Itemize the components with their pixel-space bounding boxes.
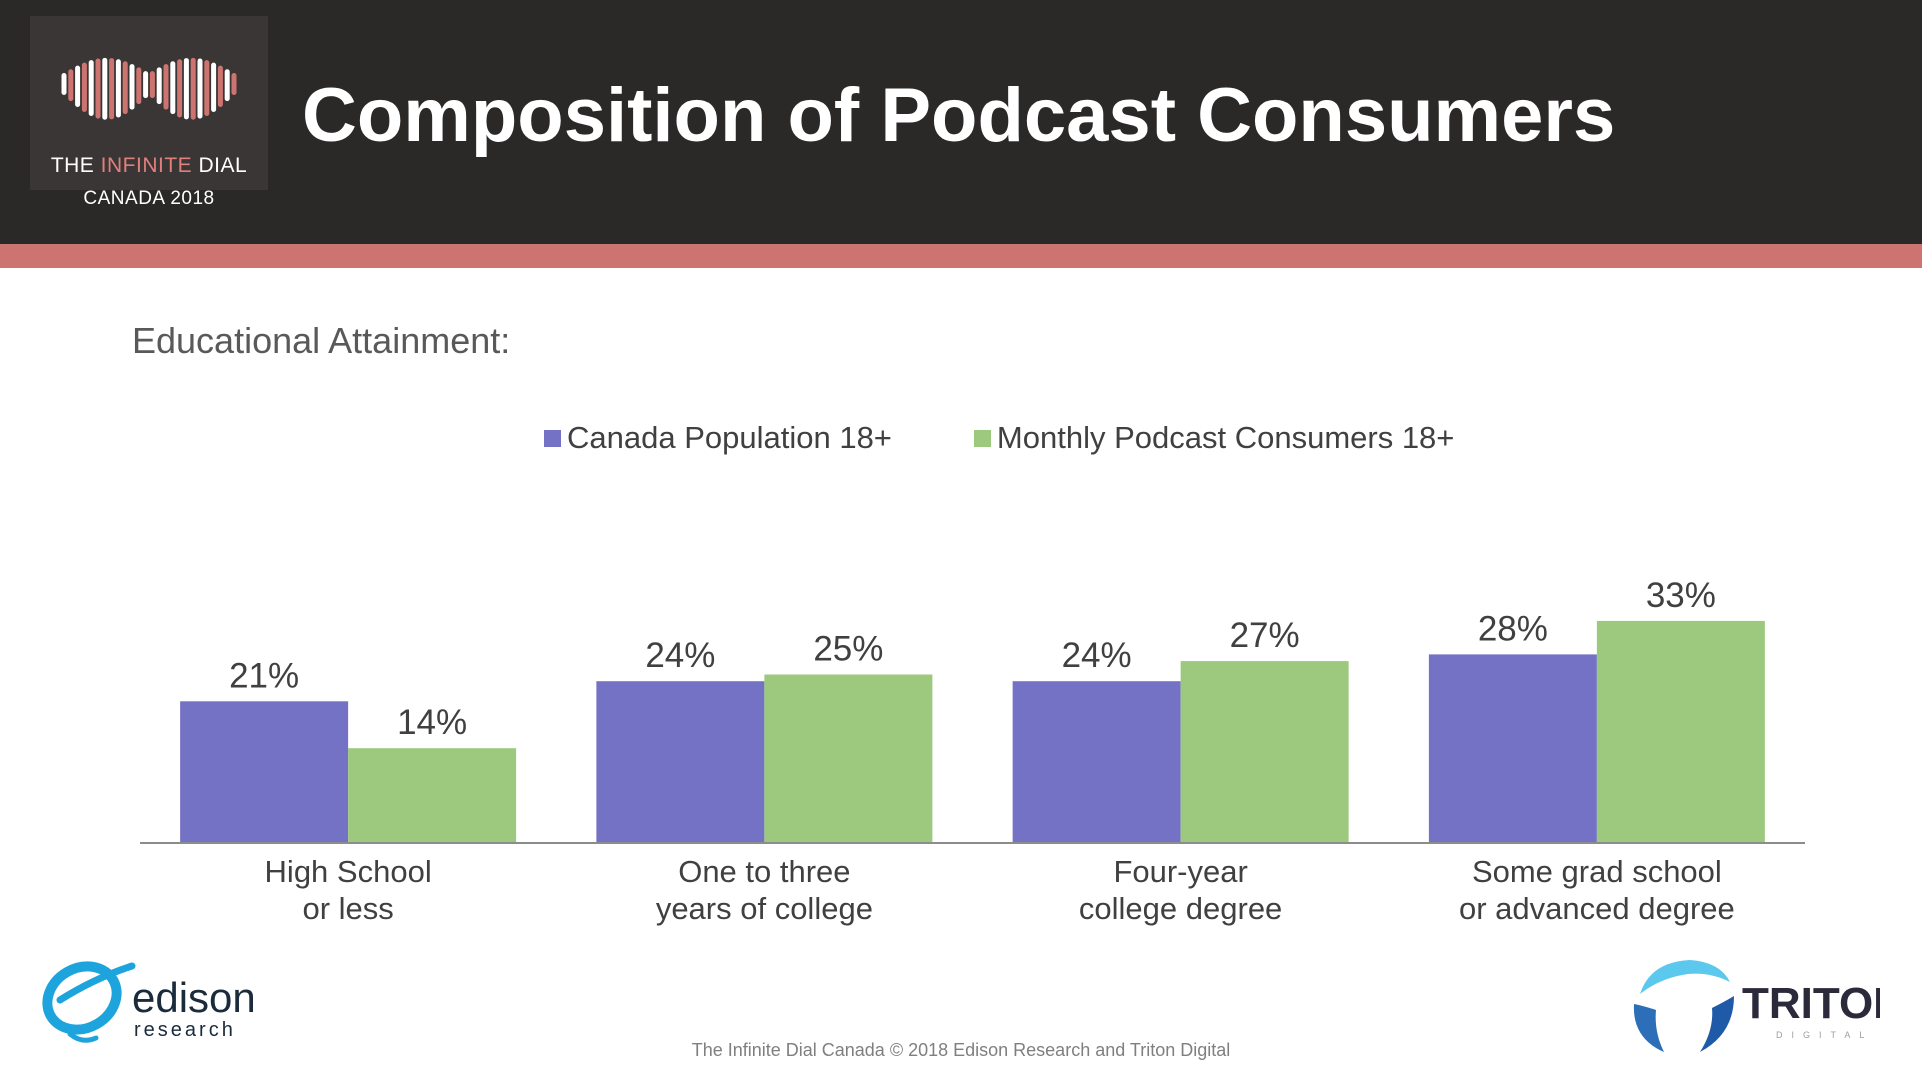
legend-label-population: Canada Population 18+ — [567, 420, 892, 455]
logo-bar — [81, 62, 87, 112]
logo-bar — [129, 64, 135, 110]
legend-item-podcast: Monthly Podcast Consumers 18+ — [973, 420, 1455, 456]
logo-bar — [102, 57, 108, 120]
logo-bar — [183, 58, 189, 120]
bar-podcast-3 — [1596, 620, 1765, 842]
logo-bar — [95, 58, 101, 119]
header-accent-stripe — [0, 244, 1922, 268]
category-label: Some grad school — [1472, 854, 1722, 889]
logo-bar — [224, 69, 230, 102]
logo-bar — [115, 59, 121, 118]
data-label: 33% — [1646, 576, 1716, 615]
logo-bar — [204, 60, 210, 116]
logo-subtitle: CANADA 2018 — [83, 188, 215, 209]
logo-bar — [149, 71, 155, 99]
category-label: High School — [265, 854, 432, 889]
category-label: or advanced degree — [1459, 891, 1735, 926]
logo-bar — [177, 59, 183, 118]
logo-bar — [88, 60, 94, 116]
bar-podcast-0 — [348, 748, 517, 842]
logo-bar — [122, 61, 128, 115]
data-label: 21% — [229, 656, 299, 695]
logo-bar — [61, 73, 67, 95]
logo-bar — [231, 73, 237, 95]
logo-bar — [68, 69, 74, 102]
page-title: Composition of Podcast Consumers — [302, 73, 1616, 158]
infinite-dial-logo-background — [30, 16, 268, 190]
logo-bar — [136, 67, 142, 105]
logo-bar — [197, 58, 203, 119]
data-label: 24% — [1062, 636, 1132, 675]
legend-item-population: Canada Population 18+ — [544, 420, 892, 456]
data-label: 27% — [1230, 616, 1300, 655]
bar-population-0 — [180, 701, 349, 842]
logo-bar — [109, 58, 115, 120]
bar-podcast-2 — [1180, 661, 1349, 842]
triton-word: TRITON — [1742, 979, 1880, 1028]
chart-title: Educational Attainment: — [132, 320, 511, 361]
triton-sub: DIGITAL — [1776, 1030, 1873, 1040]
edison-research-logo: edison research — [42, 961, 256, 1043]
logo-bar — [211, 62, 217, 112]
category-label: One to three — [678, 854, 850, 889]
legend-label-podcast: Monthly Podcast Consumers 18+ — [996, 420, 1455, 455]
logo-bar — [75, 65, 81, 107]
bar-population-2 — [1012, 681, 1181, 842]
logo-bar — [143, 71, 149, 99]
infinite-dial-logo-icon — [61, 57, 237, 120]
bar-population-1 — [596, 681, 765, 842]
triton-digital-logo: TRITON DIGITAL — [1633, 960, 1880, 1052]
logo-bar — [170, 61, 176, 115]
data-label: 28% — [1478, 609, 1548, 648]
legend-swatch-population — [544, 429, 561, 447]
logo-bar — [163, 64, 169, 110]
bar-population-3 — [1428, 654, 1597, 842]
data-label: 14% — [397, 703, 467, 742]
bar-podcast-1 — [764, 674, 933, 842]
logo-bar — [156, 67, 162, 105]
header-bar — [0, 0, 1922, 244]
logo-bar — [190, 57, 196, 120]
category-label: years of college — [656, 891, 873, 926]
logo-bar — [217, 65, 223, 107]
category-label: Four-year — [1113, 854, 1247, 889]
chart-legend: Canada Population 18+ Monthly Podcast Co… — [544, 418, 1536, 458]
data-label: 24% — [645, 636, 715, 675]
logo-title: THE INFINITE DIAL — [50, 154, 248, 177]
edison-sub: research — [134, 1019, 236, 1041]
category-label: college degree — [1079, 891, 1282, 926]
edison-word: edison — [132, 974, 256, 1021]
category-label: or less — [302, 891, 393, 926]
footer-copyright: The Infinite Dial Canada © 2018 Edison R… — [691, 1040, 1231, 1060]
data-label: 25% — [813, 630, 883, 669]
legend-swatch-podcast — [973, 429, 991, 447]
